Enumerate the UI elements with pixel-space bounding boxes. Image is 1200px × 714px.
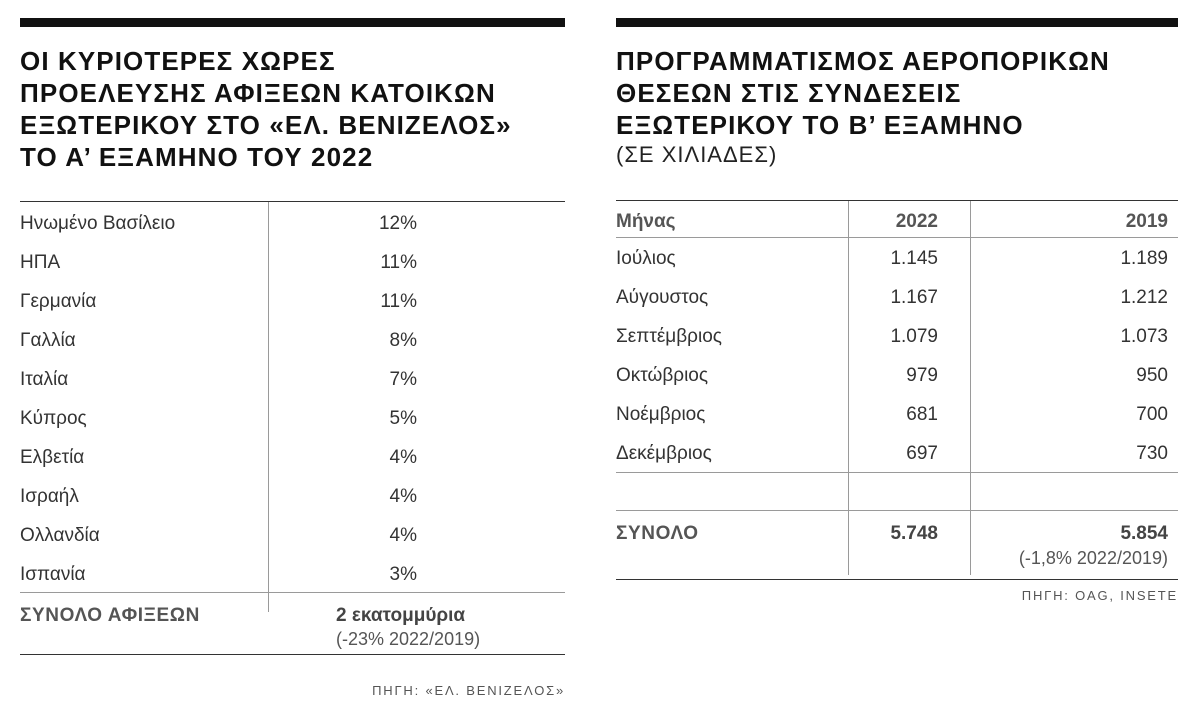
value-2019-cell: 700 bbox=[1136, 404, 1168, 425]
right-title-line: ΘΕΣΕΩΝ ΣΤΙΣ ΣΥΝΔΕΣΕΙΣ bbox=[616, 78, 962, 108]
left-title-line: ΟΙ ΚΥΡΙΟΤΕΡΕΣ ΧΩΡΕΣ bbox=[20, 46, 336, 76]
table-row: Ολλανδία 4% bbox=[20, 514, 565, 553]
total-row: ΣΥΝΟΛΟ ΑΦΙΞΕΩΝ 2 εκατομμύρια (-23% 2022/… bbox=[20, 592, 565, 655]
total-change: (-23% 2022/2019) bbox=[336, 629, 481, 649]
share-cell: 8% bbox=[389, 330, 417, 351]
value-2022-cell: 1.167 bbox=[890, 287, 938, 308]
header-2019: 2019 bbox=[1125, 211, 1168, 232]
right-title-line: ΠΡΟΓΡΑΜΜΑΤΙΣΜΟΣ ΑΕΡΟΠΟΡΙΚΩΝ bbox=[616, 46, 1110, 76]
table-header: Μήνας 2022 2019 bbox=[616, 201, 1178, 238]
left-title-line: ΠΡΟΕΛΕΥΣΗΣ ΑΦΙΞΕΩΝ ΚΑΤΟΙΚΩΝ bbox=[20, 78, 496, 108]
month-cell: Δεκέμβριος bbox=[616, 443, 712, 464]
right-title-line: ΕΞΩΤΕΡΙΚΟΥ ΤΟ Β’ ΕΞΑΜΗΝΟ bbox=[616, 110, 1024, 140]
left-top-rule bbox=[20, 18, 565, 27]
table-row: Κύπρος 5% bbox=[20, 397, 565, 436]
value-2022-cell: 681 bbox=[906, 404, 938, 425]
arrivals-table: Ηνωμένο Βασίλειο 12% ΗΠΑ 11% Γερμανία 11… bbox=[20, 201, 565, 655]
country-cell: Ιταλία bbox=[20, 369, 69, 390]
column-divider bbox=[848, 201, 849, 575]
value-2022-cell: 697 bbox=[906, 443, 938, 464]
value-2019-cell: 950 bbox=[1136, 365, 1168, 386]
table-row: Σεπτέμβριος 1.079 1.073 bbox=[616, 316, 1178, 355]
share-cell: 3% bbox=[389, 564, 417, 585]
table-row: Αύγουστος 1.167 1.212 bbox=[616, 277, 1178, 316]
left-title: ΟΙ ΚΥΡΙΟΤΕΡΕΣ ΧΩΡΕΣ ΠΡΟΕΛΕΥΣΗΣ ΑΦΙΞΕΩΝ Κ… bbox=[20, 45, 565, 173]
table-row: Γαλλία 8% bbox=[20, 319, 565, 358]
table-row: Γερμανία 11% bbox=[20, 280, 565, 319]
country-cell: Ισραήλ bbox=[20, 486, 79, 507]
header-month: Μήνας bbox=[616, 211, 676, 232]
left-title-line: ΕΞΩΤΕΡΙΚΟΥ ΣΤΟ «ΕΛ. ΒΕΝΙΖΕΛΟΣ» bbox=[20, 110, 512, 140]
total-change: (-1,8% 2022/2019) bbox=[1018, 548, 1168, 568]
left-title-line: ΤΟ Α’ ΕΞΑΜΗΝΟ ΤΟΥ 2022 bbox=[20, 142, 374, 172]
value-2019-cell: 1.212 bbox=[1120, 287, 1168, 308]
country-cell: Γερμανία bbox=[20, 291, 97, 312]
right-source: ΠΗΓΗ: OAG, INSETE bbox=[1021, 588, 1178, 603]
total-2019: 5.854 bbox=[1120, 523, 1168, 544]
right-top-rule bbox=[616, 18, 1178, 27]
month-cell: Οκτώβριος bbox=[616, 365, 709, 386]
share-cell: 12% bbox=[378, 213, 417, 234]
table-row: Ισπανία 3% bbox=[20, 553, 565, 592]
value-2022-cell: 1.079 bbox=[890, 326, 938, 347]
column-divider bbox=[268, 202, 269, 612]
table-row: ΗΠΑ 11% bbox=[20, 241, 565, 280]
share-cell: 4% bbox=[389, 486, 417, 507]
table-row: Οκτώβριος 979 950 bbox=[616, 355, 1178, 394]
share-cell: 4% bbox=[389, 525, 417, 546]
value-2019-cell: 730 bbox=[1136, 443, 1168, 464]
table-row: Ιταλία 7% bbox=[20, 358, 565, 397]
month-cell: Αύγουστος bbox=[616, 287, 709, 308]
column-divider bbox=[970, 201, 971, 575]
table-row: Ηνωμένο Βασίλειο 12% bbox=[20, 202, 565, 241]
country-cell: Γαλλία bbox=[20, 330, 76, 351]
header-2022: 2022 bbox=[895, 211, 938, 232]
share-cell: 11% bbox=[380, 291, 417, 312]
total-value: 2 εκατομμύρια bbox=[336, 605, 466, 626]
share-cell: 5% bbox=[389, 408, 417, 429]
right-subtitle: (ΣΕ ΧΙΛΙΑΔΕΣ) bbox=[616, 142, 778, 167]
country-cell: Ισπανία bbox=[20, 564, 86, 585]
table-row: Ιούλιος 1.145 1.189 bbox=[616, 238, 1178, 277]
share-cell: 7% bbox=[389, 369, 417, 390]
table-row: Δεκέμβριος 697 730 bbox=[616, 433, 1178, 472]
left-source: ΠΗΓΗ: «ΕΛ. ΒΕΝΙΖΕΛΟΣ» bbox=[372, 683, 565, 698]
share-cell: 11% bbox=[380, 252, 417, 273]
table-row: Ισραήλ 4% bbox=[20, 475, 565, 514]
total-row: ΣΥΝΟΛΟ 5.748 5.854 (-1,8% 2022/2019) bbox=[616, 510, 1178, 580]
country-cell: Ηνωμένο Βασίλειο bbox=[20, 213, 176, 234]
left-panel: ΟΙ ΚΥΡΙΟΤΕΡΕΣ ΧΩΡΕΣ ΠΡΟΕΛΕΥΣΗΣ ΑΦΙΞΕΩΝ Κ… bbox=[20, 18, 565, 698]
total-label: ΣΥΝΟΛΟ bbox=[616, 523, 699, 544]
country-cell: Ολλανδία bbox=[20, 525, 100, 546]
share-cell: 4% bbox=[389, 447, 417, 468]
month-cell: Νοέμβριος bbox=[616, 404, 706, 425]
seats-table: Μήνας 2022 2019 Ιούλιος 1.145 1.189 Αύγο… bbox=[616, 200, 1178, 580]
right-panel: ΠΡΟΓΡΑΜΜΑΤΙΣΜΟΣ ΑΕΡΟΠΟΡΙΚΩΝ ΘΕΣΕΩΝ ΣΤΙΣ … bbox=[616, 18, 1178, 603]
empty-row bbox=[616, 472, 1178, 510]
right-title: ΠΡΟΓΡΑΜΜΑΤΙΣΜΟΣ ΑΕΡΟΠΟΡΙΚΩΝ ΘΕΣΕΩΝ ΣΤΙΣ … bbox=[616, 45, 1178, 141]
table-row: Ελβετία 4% bbox=[20, 436, 565, 475]
country-cell: ΗΠΑ bbox=[20, 252, 61, 273]
month-cell: Σεπτέμβριος bbox=[616, 326, 722, 347]
country-cell: Ελβετία bbox=[20, 447, 85, 468]
value-2019-cell: 1.189 bbox=[1120, 248, 1168, 269]
value-2022-cell: 979 bbox=[906, 365, 938, 386]
total-2022: 5.748 bbox=[890, 523, 938, 544]
value-2019-cell: 1.073 bbox=[1120, 326, 1168, 347]
month-cell: Ιούλιος bbox=[616, 248, 676, 269]
total-label: ΣΥΝΟΛΟ ΑΦΙΞΕΩΝ bbox=[20, 605, 200, 626]
country-cell: Κύπρος bbox=[20, 408, 87, 429]
table-row: Νοέμβριος 681 700 bbox=[616, 394, 1178, 433]
value-2022-cell: 1.145 bbox=[890, 248, 938, 269]
